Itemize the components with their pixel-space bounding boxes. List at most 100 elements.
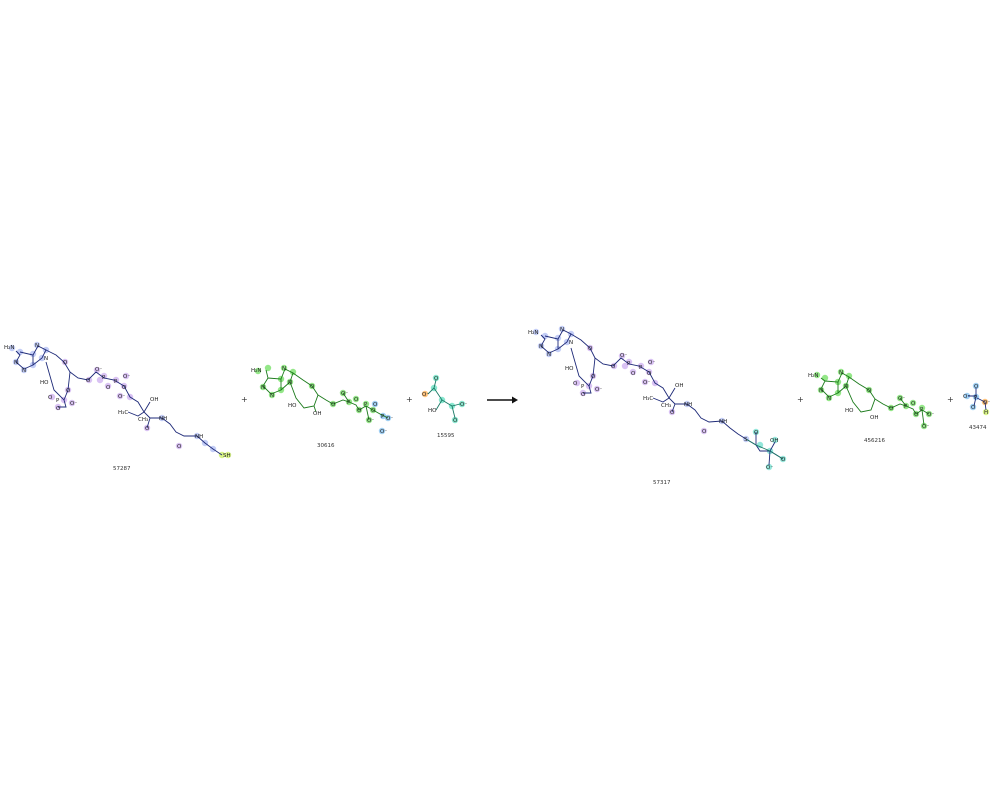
molecule-57317: H₂N N N N N O HO O O P O O⁻ O O⁻ P O P O… — [528, 325, 787, 486]
molecule-15595: O O⁻ HO O⁻ O 15595 — [421, 374, 467, 439]
plus-sign: + — [406, 395, 413, 404]
atom-label: P — [904, 404, 908, 410]
molecule-57287: H₂N N N N N O HO O O P O O⁻ O O⁻ P O P O… — [4, 341, 232, 472]
atom-label: P — [627, 361, 631, 367]
atom-label: O — [310, 384, 315, 390]
plus-sign: + — [241, 395, 248, 404]
atom-label: O — [914, 412, 919, 418]
atom-label: N — [44, 356, 48, 362]
bonds — [820, 372, 930, 426]
atom-label: O — [373, 402, 378, 408]
atom-label: O — [331, 402, 336, 408]
atom-label: O — [354, 397, 359, 403]
atom-label: OH — [770, 438, 778, 444]
molecule-30616: H₂N N N N N O HO OH O O⁻ P O O P O⁻ O O … — [251, 364, 393, 449]
atom-label: O⁻ — [898, 396, 905, 402]
backbone-cyan — [745, 438, 784, 460]
atom-label: H₃C — [643, 396, 653, 402]
atom-label: N — [539, 344, 543, 350]
atom-label: O — [591, 374, 596, 380]
atom-label: O — [573, 381, 578, 387]
atom-label: O — [889, 406, 894, 412]
atom-label: O⁻ — [95, 367, 102, 373]
atom-label: N — [35, 343, 39, 349]
atom-label: NH — [195, 434, 203, 440]
bonds — [15, 345, 223, 456]
atom-label: O⁻ — [422, 392, 429, 398]
atom-label: P — [639, 365, 643, 371]
atom-label: O — [177, 444, 182, 450]
atom-label: O — [647, 371, 652, 377]
bonds — [262, 368, 389, 421]
atom-label: O — [670, 410, 675, 416]
atom-label: P — [114, 379, 118, 385]
atom-label: NH — [684, 402, 692, 408]
atom-label: O⁻ — [460, 402, 467, 408]
atom-highlights — [8, 341, 232, 459]
molecule-456216: H₂N N N N N O HO OH O O⁻ P O P O⁻ O O⁻ 4… — [808, 368, 934, 444]
atom-label: HO — [428, 408, 437, 414]
atom-label: CH₃ — [138, 417, 148, 423]
atom-label: O — [754, 430, 759, 436]
atom-label: H₂N — [4, 345, 14, 351]
atom-label: O — [56, 406, 61, 412]
atom-label: O — [971, 405, 976, 411]
atom-label: O — [781, 457, 786, 463]
atom-label: O — [581, 392, 586, 398]
atom-label: N — [547, 352, 551, 358]
atom-label: H₂N — [528, 330, 538, 336]
atom-label: P — [920, 407, 924, 413]
atom-label: P — [347, 400, 351, 406]
bonds — [968, 388, 987, 411]
atom-label: N — [819, 388, 823, 394]
molecule-id-label: 43474 — [969, 425, 987, 431]
atom-label: O — [611, 364, 616, 370]
atom-label: P — [381, 414, 385, 420]
atom-label: N — [827, 396, 831, 402]
molecule-id-label: 57317 — [653, 480, 671, 486]
molecule-id-label: 456216 — [864, 438, 885, 444]
atom-label: H₂N — [808, 373, 818, 379]
atom-label: OH — [870, 415, 878, 421]
atom-label: N — [288, 380, 292, 386]
atom-label: SH — [223, 453, 231, 459]
atom-label: O — [145, 426, 150, 432]
atom-label: N — [282, 366, 286, 372]
atom-label: O⁻ — [386, 416, 393, 422]
atom-label: O⁻ — [380, 429, 387, 435]
atom-label: O⁻ — [963, 394, 970, 400]
atom-label: O — [702, 429, 707, 435]
atom-label: P — [56, 398, 60, 404]
atom-label: O — [434, 376, 439, 382]
atom-label: CH₃ — [661, 403, 671, 409]
atom-label: O⁻ — [595, 387, 602, 393]
atom-label: P — [974, 395, 978, 401]
atom-label: N — [569, 340, 573, 346]
atom-label: O⁻ — [927, 412, 934, 418]
atom-label: O⁻ — [983, 400, 990, 406]
atom-label: O⁻ — [123, 374, 130, 380]
atom-label: HO — [565, 366, 574, 372]
atom-label: O — [588, 346, 593, 352]
atom-label: OH — [150, 397, 158, 403]
atom-label: HO — [845, 408, 854, 414]
atom-label: H₂N — [251, 368, 261, 374]
atom-label: HO — [40, 380, 49, 386]
molecule-id-label: 15595 — [437, 433, 455, 439]
atom-label: N — [261, 385, 265, 391]
reaction-arrow — [487, 396, 518, 404]
atom-label: N — [560, 327, 564, 333]
atom-label: N — [22, 368, 26, 374]
atom-label: O⁻ — [643, 380, 650, 386]
atom-label: P — [102, 375, 106, 381]
atom-label: O⁻ — [341, 391, 348, 397]
atom-label: O — [357, 408, 362, 414]
bonds — [427, 379, 461, 419]
atom-label: P — [581, 384, 585, 390]
plus-sign: + — [797, 395, 804, 404]
atom-label: NH — [159, 416, 167, 422]
atom-label: O⁻ — [70, 401, 77, 407]
molecule-43474: O O⁻ P O O⁻ H 43474 — [963, 382, 990, 431]
atom-label: S — [744, 437, 748, 443]
